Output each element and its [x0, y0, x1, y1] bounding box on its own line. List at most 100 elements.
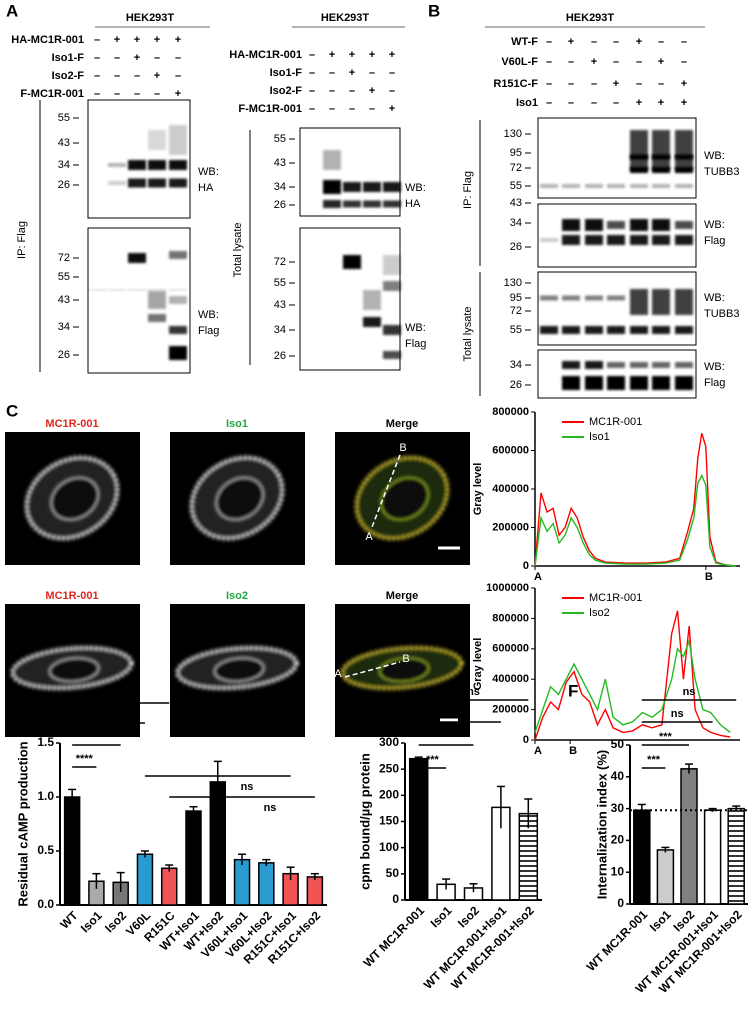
band: [585, 219, 603, 231]
y-tick-label: 1000000: [486, 582, 529, 594]
marker: 72: [510, 162, 522, 174]
y-tick-label: 100: [379, 840, 399, 854]
band: [652, 167, 670, 173]
sign: –: [114, 88, 120, 100]
sign: –: [389, 67, 395, 79]
band: [323, 200, 341, 208]
marker: 34: [510, 217, 522, 229]
band: [169, 296, 187, 304]
sign: –: [154, 52, 160, 64]
sign: –: [369, 67, 375, 79]
marker: 26: [510, 379, 522, 391]
sign: +: [389, 103, 395, 115]
band: [630, 184, 648, 188]
sign: –: [568, 56, 574, 68]
y-tick-label: 50: [611, 737, 625, 751]
y-tick-label: 10: [611, 864, 625, 878]
bar: [136, 853, 154, 906]
band: [383, 182, 401, 192]
legend-label: MC1R-001: [589, 416, 642, 428]
band: [675, 221, 693, 229]
profile-curve: [534, 432, 737, 567]
band: [630, 235, 648, 245]
x-tick-label: WT MC1R-001: [584, 907, 651, 974]
nucleus: [213, 656, 266, 683]
sign: +: [658, 97, 664, 109]
profile-curve: [534, 638, 731, 733]
nucleus: [379, 476, 430, 522]
band: [607, 221, 625, 229]
band: [562, 219, 580, 231]
marker: 43: [58, 294, 70, 306]
band: [675, 362, 693, 368]
sign: –: [309, 49, 315, 61]
band: [562, 376, 580, 390]
nucleus: [49, 476, 100, 522]
image-title: MC1R-001: [45, 418, 98, 430]
band: [383, 325, 401, 335]
band: [343, 182, 361, 192]
band: [148, 160, 166, 170]
sign: –: [636, 56, 642, 68]
y-axis-label: Internalization index (%): [594, 750, 609, 900]
sign: –: [329, 85, 335, 97]
band: [562, 295, 580, 301]
probe: WB:: [405, 322, 426, 334]
probe: WB:: [704, 292, 725, 304]
sign: –: [114, 70, 120, 82]
band: [169, 251, 187, 259]
bar: [408, 757, 429, 901]
significance-label: ***: [659, 731, 673, 743]
row-label: F-MC1R-001: [20, 88, 84, 100]
sign: +: [114, 34, 120, 46]
band: [675, 130, 693, 170]
row-label: V60L-F: [501, 56, 538, 68]
significance-label: ns: [264, 802, 277, 814]
bar: [258, 862, 275, 906]
y-tick-label: 0: [617, 896, 624, 910]
band: [363, 317, 381, 327]
sign: –: [591, 36, 597, 48]
sign: –: [329, 67, 335, 79]
probe: TUBB3: [704, 166, 739, 178]
row-label: HA-MC1R-001: [229, 49, 302, 61]
significance-label: ****: [76, 753, 94, 765]
band: [562, 235, 580, 245]
band: [630, 289, 648, 315]
band: [128, 253, 146, 263]
sign: +: [154, 70, 160, 82]
side-label: Total lysate: [232, 222, 244, 277]
sign: +: [613, 78, 619, 90]
x-tick-label: Iso1: [78, 908, 105, 935]
marker: 43: [510, 197, 522, 209]
sign: +: [681, 78, 687, 90]
blot: [299, 227, 401, 371]
sign: –: [94, 34, 100, 46]
band: [323, 180, 341, 194]
marker: 130: [504, 277, 522, 289]
band: [343, 200, 361, 208]
band: [652, 130, 670, 170]
probe: WB:: [198, 309, 219, 321]
profile-curve: [534, 610, 731, 741]
band: [540, 238, 558, 242]
sign: +: [636, 36, 642, 48]
y-tick-label: 200000: [492, 521, 529, 533]
sign: +: [636, 97, 642, 109]
profile-curve: [534, 473, 737, 567]
legend-label: Iso1: [589, 431, 610, 443]
sign: –: [546, 56, 552, 68]
sign: –: [613, 56, 619, 68]
band: [652, 154, 670, 160]
y-tick-label: 250: [379, 761, 399, 775]
marker: 55: [274, 133, 286, 145]
y-tick-label: 300: [379, 735, 399, 749]
sign: +: [349, 49, 355, 61]
image-title: MC1R-001: [45, 590, 98, 602]
significance-label: ns: [467, 686, 480, 698]
sign: –: [114, 52, 120, 64]
y-tick-label: 200000: [492, 704, 529, 716]
sign: +: [154, 34, 160, 46]
marker: 72: [510, 305, 522, 317]
